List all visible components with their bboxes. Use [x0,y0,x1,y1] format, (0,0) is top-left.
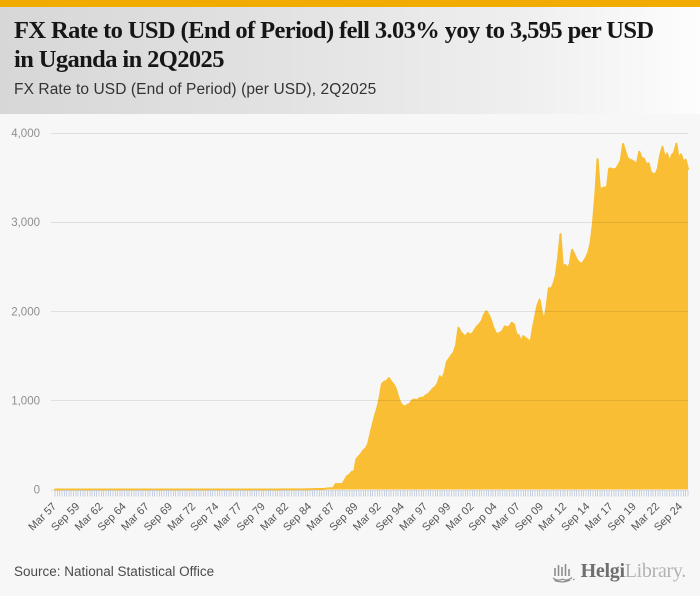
svg-text:2,000: 2,000 [11,306,40,318]
svg-text:3,000: 3,000 [11,217,40,229]
chart-section: 0 1,000 2,000 3,000 4,000 Mar 57 Sep 59 Mar 62 S… [0,114,700,548]
footer: Source: National Statistical Office Helg… [0,548,700,594]
svg-text:1,000: 1,000 [11,395,40,407]
svg-text:0: 0 [34,485,40,497]
accent-topbar [0,0,700,7]
source-note: Source: National Statistical Office [14,563,215,579]
header: FX Rate to USD (End of Period) fell 3.03… [0,7,700,114]
helgi-logo-icon [552,564,575,583]
page-title: FX Rate to USD (End of Period) fell 3.03… [14,17,654,74]
chart-subtitle: FX Rate to USD (End of Period) (per USD)… [14,80,377,98]
logo-text-helgi: Helgi [580,559,625,582]
helgi-library-logo[interactable]: Helgi Library. [551,558,686,584]
svg-text:4,000: 4,000 [11,128,40,140]
logo-text-library: Library. [624,559,687,582]
